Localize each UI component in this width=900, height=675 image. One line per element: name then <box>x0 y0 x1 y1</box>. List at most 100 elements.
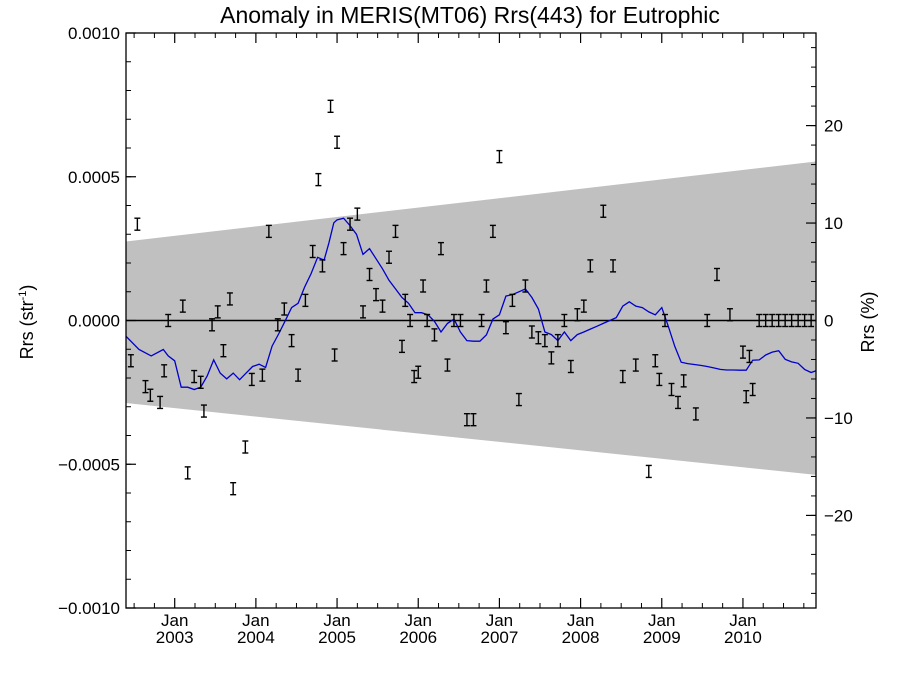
data-point <box>656 372 663 387</box>
data-point <box>619 369 626 384</box>
data-point <box>424 313 431 328</box>
y-tick-label: 0.0000 <box>68 312 120 331</box>
data-point <box>610 259 617 273</box>
data-point <box>535 331 542 345</box>
data-point <box>478 313 485 328</box>
data-point <box>554 333 561 348</box>
data-point <box>522 279 529 293</box>
data-point <box>483 279 490 293</box>
data-point <box>248 372 255 387</box>
y2-tick-label: 0 <box>824 312 833 331</box>
data-point <box>265 224 272 239</box>
data-point <box>587 259 594 273</box>
right-y-axis-label: Rrs (%) <box>858 292 878 353</box>
y-tick-label: 0.0005 <box>68 168 120 187</box>
y2-tick-label: 20 <box>824 117 843 136</box>
data-point <box>242 440 249 454</box>
data-point <box>127 354 134 368</box>
data-point <box>366 267 373 282</box>
data-point <box>502 320 509 335</box>
data-point <box>801 313 808 328</box>
data-point <box>281 302 288 316</box>
data-point <box>726 308 733 322</box>
data-point <box>179 299 186 313</box>
data-point <box>334 135 341 149</box>
x-tick-year-label: 2005 <box>318 628 356 647</box>
data-point <box>142 379 149 394</box>
x-tick-month-label: Jan <box>161 611 188 630</box>
data-point <box>347 217 354 231</box>
data-point <box>632 358 639 372</box>
data-point <box>411 369 418 384</box>
data-point <box>509 293 516 308</box>
data-point <box>450 313 457 328</box>
left-y-axis-label: Rrs (str-1) <box>17 285 37 360</box>
data-point <box>373 287 380 302</box>
data-point <box>399 339 405 354</box>
data-point <box>444 358 451 372</box>
data-point <box>327 99 334 114</box>
data-point <box>302 293 309 308</box>
uncertainty-band <box>126 161 816 475</box>
data-point <box>315 172 322 187</box>
x-tick-month-label: Jan <box>729 611 756 630</box>
x-tick-month-label: Jan <box>486 611 513 630</box>
y2-tick-label: 10 <box>824 214 843 233</box>
left-y-axis: 0.0010 0.0005 0.0000 −0.0005 −0.0010 <box>58 24 136 618</box>
data-point <box>340 241 347 256</box>
data-point <box>309 244 316 259</box>
data-point <box>184 466 191 480</box>
smoothed-series-line <box>125 217 817 391</box>
y-tick-label: −0.0005 <box>58 455 120 474</box>
y2-tick-label: −20 <box>824 506 853 525</box>
data-point <box>259 368 266 382</box>
data-point <box>295 368 302 382</box>
x-tick-year-label: 2003 <box>156 628 194 647</box>
data-point <box>496 149 503 164</box>
data-point <box>157 395 164 410</box>
y-tick-label: 0.0010 <box>68 24 120 43</box>
data-point <box>680 374 687 388</box>
data-point <box>574 308 581 322</box>
data-point <box>600 204 607 218</box>
x-tick-year-label: 2010 <box>724 628 762 647</box>
data-point <box>147 388 154 402</box>
x-tick-year-label: 2007 <box>480 628 518 647</box>
data-point <box>713 267 720 282</box>
data-point <box>354 207 361 221</box>
data-point <box>775 313 782 328</box>
x-tick-year-label: 2009 <box>643 628 681 647</box>
data-point <box>407 313 414 328</box>
data-points <box>127 99 815 496</box>
data-point <box>379 299 386 313</box>
data-point <box>360 305 367 319</box>
data-point <box>415 365 422 379</box>
x-tick-month-label: Jan <box>323 611 350 630</box>
data-point <box>226 292 233 306</box>
data-point <box>743 389 750 404</box>
data-point <box>769 313 776 328</box>
data-point <box>795 313 802 328</box>
data-point <box>704 313 711 328</box>
data-point <box>165 313 172 328</box>
x-tick-year-label: 2004 <box>237 628 275 647</box>
data-point <box>191 369 198 384</box>
data-point <box>200 404 207 418</box>
x-tick-month-label: Jan <box>648 611 675 630</box>
x-tick-month-label: Jan <box>242 611 269 630</box>
data-point <box>548 351 555 365</box>
data-point <box>561 313 568 328</box>
data-point <box>134 217 141 231</box>
data-point <box>230 481 237 496</box>
data-point <box>288 333 295 348</box>
data-point <box>161 364 168 378</box>
data-point <box>749 382 756 397</box>
data-point <box>489 224 496 239</box>
data-point <box>457 313 464 328</box>
data-point <box>386 250 393 264</box>
data-point <box>214 305 221 319</box>
data-point <box>515 392 522 407</box>
data-point <box>762 313 769 328</box>
data-point <box>652 354 659 368</box>
